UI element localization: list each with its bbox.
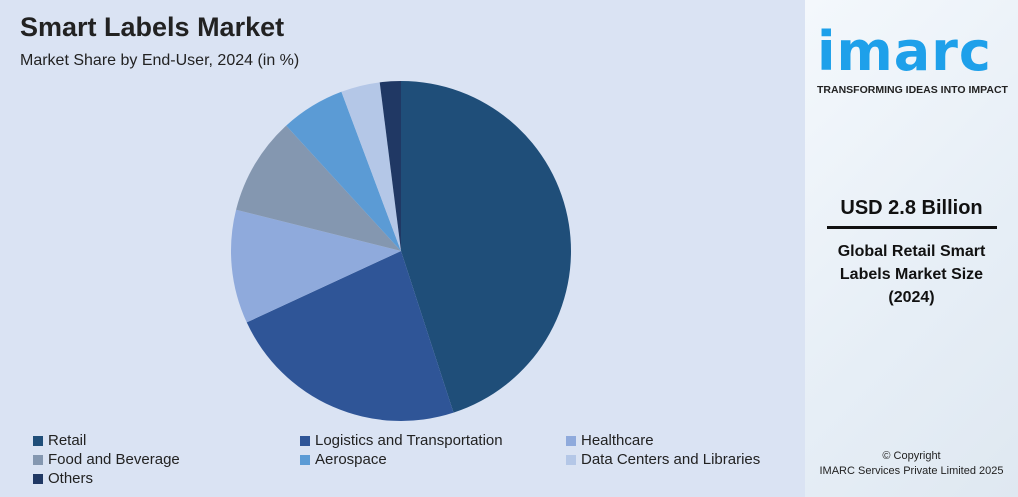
copyright: © Copyright IMARC Services Private Limit… (805, 449, 1018, 479)
tagline: TRANSFORMING IDEAS INTO IMPACT (817, 84, 1008, 96)
pie-slice-food-and-beverage (236, 125, 401, 251)
legend-item: Retail (33, 432, 86, 449)
legend-label: Healthcare (581, 432, 654, 449)
legend-label: Aerospace (315, 451, 387, 468)
pie-slice-data-centers-and-libraries (341, 82, 401, 251)
legend-item: Aerospace (300, 451, 387, 468)
desc-line: (2024) (888, 289, 935, 306)
imarc-logo: imarc (817, 20, 992, 83)
pie-chart (230, 81, 572, 421)
pie-slice-logistics-and-transportation (246, 251, 454, 421)
market-description: Global Retail Smart Labels Market Size (… (805, 240, 1018, 309)
pie-slice-others (379, 81, 401, 251)
legend-label: Retail (48, 432, 87, 449)
copyright-line: IMARC Services Private Limited 2025 (819, 465, 1004, 477)
legend-swatch (300, 454, 310, 465)
chart-subtitle: Market Share by End-User, 2024 (in %) (20, 52, 300, 69)
desc-line: Labels Market Size (839, 266, 984, 283)
legend-label: Others (48, 470, 94, 487)
divider (827, 226, 997, 229)
legend-item: Food and Beverage (33, 451, 180, 468)
legend-label: Logistics and Transportation (315, 432, 503, 449)
copyright-line: © Copyright (882, 450, 941, 462)
legend-item: Healthcare (566, 432, 654, 449)
legend-item: Logistics and Transportation (300, 432, 503, 449)
desc-line: Global Retail Smart (837, 243, 986, 260)
legend-label: Data Centers and Libraries (581, 451, 761, 468)
legend-swatch (33, 435, 43, 446)
legend-swatch (33, 454, 43, 465)
market-value: USD 2.8 Billion (840, 197, 983, 219)
pie-slice-retail (401, 81, 572, 413)
legend-swatch (566, 435, 576, 446)
legend-swatch (566, 454, 576, 465)
legend-label: Food and Beverage (48, 451, 180, 468)
pie-slice-aerospace (286, 91, 401, 251)
legend-swatch (33, 473, 43, 484)
legend-item: Others (33, 470, 93, 487)
chart-title: Smart Labels Market (20, 12, 285, 42)
legend-swatch (300, 435, 310, 446)
legend-item: Data Centers and Libraries (566, 451, 760, 468)
sidebar: imarc TRANSFORMING IDEAS INTO IMPACT USD… (805, 0, 1018, 497)
chart-panel: Smart Labels Market Market Share by End-… (0, 0, 805, 497)
pie-slice-healthcare (230, 209, 401, 323)
